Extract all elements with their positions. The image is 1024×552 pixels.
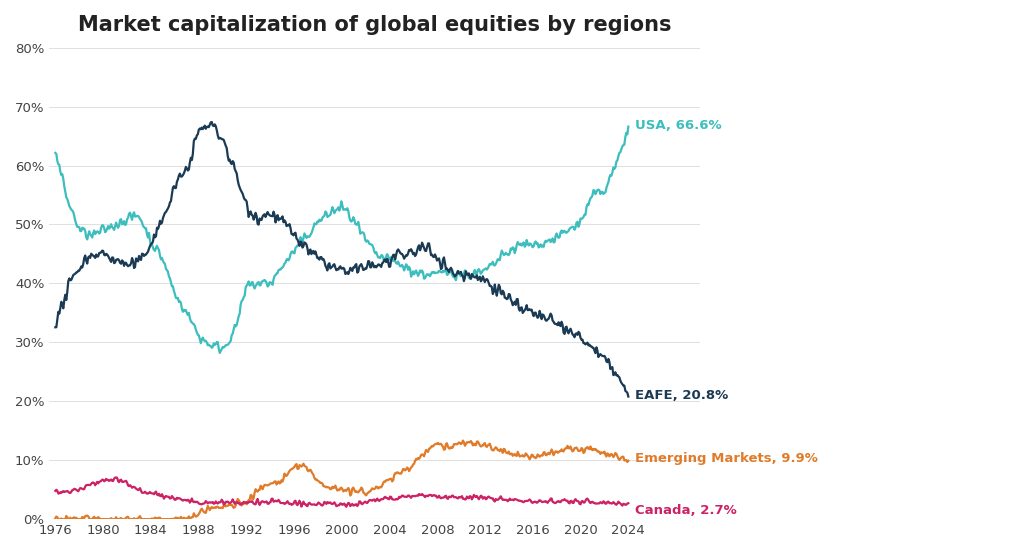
Title: Market capitalization of global equities by regions: Market capitalization of global equities… [78, 15, 672, 35]
Text: USA, 66.6%: USA, 66.6% [636, 119, 722, 132]
Text: Canada, 2.7%: Canada, 2.7% [636, 504, 737, 517]
Text: EAFE, 20.8%: EAFE, 20.8% [636, 389, 729, 402]
Text: Emerging Markets, 9.9%: Emerging Markets, 9.9% [636, 452, 818, 465]
